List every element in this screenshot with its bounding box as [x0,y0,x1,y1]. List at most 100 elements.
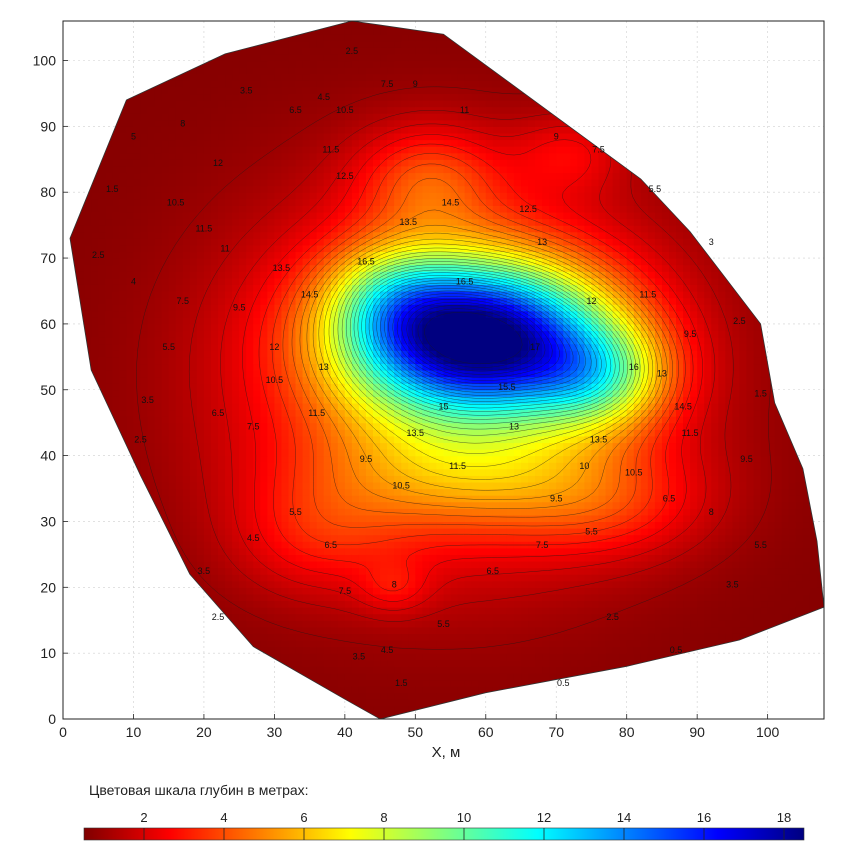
heat-cell [267,396,275,404]
heat-cell [380,429,388,437]
heat-cell [225,613,233,621]
heat-cell [225,409,233,417]
heat-cell [232,126,240,134]
heat-cell [203,455,212,463]
heat-cell [365,416,374,424]
heat-cell [91,211,99,220]
heat-cell [161,481,170,490]
heat-cell [337,337,346,345]
heat-cell [196,462,205,470]
heat-cell [126,218,135,226]
heat-cell [239,534,247,542]
heat-cell [288,653,297,661]
heat-cell [330,304,339,312]
heat-cell [316,80,325,88]
heat-cell [274,560,283,569]
heat-cell [365,462,374,470]
heat-cell [133,442,142,450]
heat-cell [260,231,268,239]
heat-cell [302,442,311,450]
heat-cell [225,580,233,588]
heat-cell [373,159,381,167]
heat-cell [380,639,388,648]
heat-cell [302,258,311,266]
heat-cell [274,653,283,661]
heat-cell [302,409,311,417]
heat-cell [175,514,184,523]
heat-cell [182,389,191,397]
heat-cell [288,231,297,239]
heat-cell [387,528,395,536]
heat-cell [246,284,254,292]
heat-cell [337,179,346,187]
heat-cell [239,218,247,226]
heat-cell [232,231,240,239]
heat-cell [196,396,205,404]
heat-cell [267,284,275,292]
heat-cell [225,205,233,213]
heat-cell [295,495,304,503]
heat-cell [344,534,353,542]
heat-cell [112,146,120,154]
heat-cell [373,376,381,384]
heat-cell [119,297,128,305]
heat-cell [232,350,240,358]
heat-cell [232,396,240,404]
heat-cell [380,93,388,101]
heat-cell [373,106,381,114]
heat-cell [380,547,388,555]
heat-cell [253,106,261,114]
heat-cell [196,337,205,345]
heat-cell [380,620,388,628]
heat-cell [373,396,381,404]
heat-cell [323,310,332,318]
heat-cell [316,330,325,338]
heat-cell [365,514,374,523]
heat-cell [112,152,120,160]
heat-cell [260,86,268,95]
heat-cell [98,172,106,180]
heat-cell [344,508,353,516]
heat-cell [351,462,360,470]
heat-cell [168,495,177,503]
heat-cell [98,290,106,299]
heat-cell [77,258,85,266]
heat-cell [351,284,360,292]
heat-cell [98,284,106,292]
heat-cell [281,337,290,345]
heat-cell [218,192,226,200]
heat-cell [260,330,268,338]
heat-cell [203,495,212,503]
heat-cell [309,633,318,641]
heat-cell [161,86,170,95]
heat-cell [133,172,142,180]
heat-cell [126,100,135,108]
heat-cell [168,462,177,470]
heat-cell [225,317,233,325]
heat-cell [239,481,247,490]
heat-cell [189,304,198,312]
heat-cell [288,93,297,101]
heat-cell [309,40,318,48]
heat-cell [274,264,283,272]
heat-cell [351,679,360,687]
heat-cell [239,165,247,174]
heat-cell [119,343,128,351]
heat-cell [387,468,395,476]
heat-cell [218,53,226,62]
heat-cell [302,495,311,503]
heat-cell [365,304,374,312]
heat-cell [337,620,346,628]
heat-cell [203,106,212,114]
heat-cell [288,554,297,562]
heat-cell [239,277,247,285]
heat-cell [232,284,240,292]
heat-cell [295,172,304,180]
heat-cell [358,534,367,542]
heat-cell [232,567,240,575]
heat-cell [337,587,346,595]
heat-cell [203,218,212,226]
heat-cell [316,277,325,285]
heat-cell [373,567,381,575]
heat-cell [175,179,184,187]
